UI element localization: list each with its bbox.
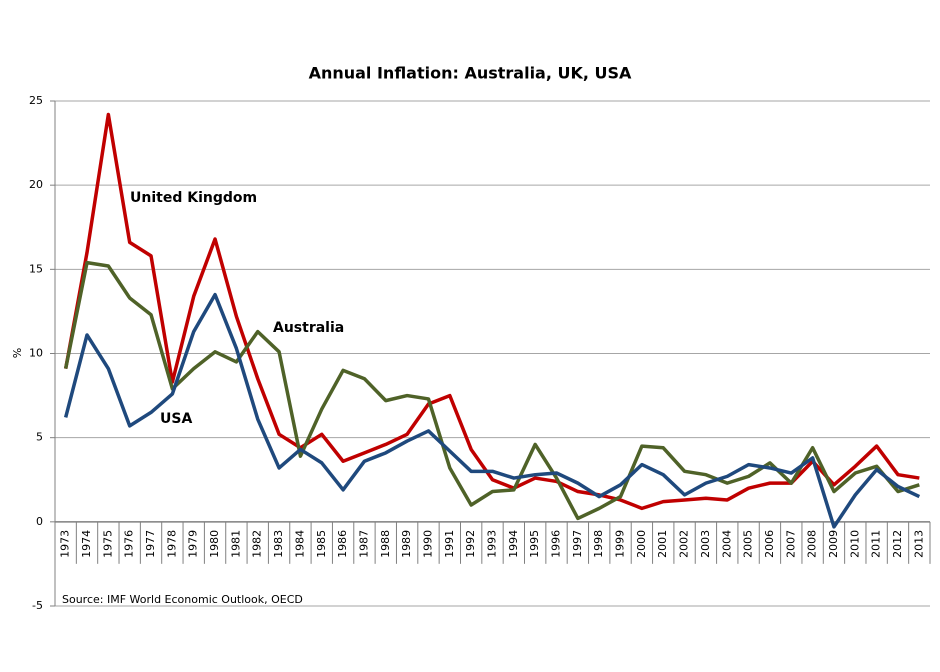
x-tick-label: 1979: [187, 530, 200, 558]
y-tick-label: 15: [29, 262, 43, 275]
y-tick-label: 25: [29, 94, 43, 107]
x-tick-label: 2009: [827, 530, 840, 558]
x-tick-label: 1978: [165, 530, 178, 558]
x-tick-label: 2001: [656, 530, 669, 558]
x-tick-label: 1974: [80, 530, 93, 558]
x-tick-label: 1984: [293, 530, 306, 558]
x-tick-label: 1976: [123, 530, 136, 558]
x-tick-label: 2012: [891, 530, 904, 558]
series-line: [63, 112, 920, 511]
x-tick-label: 1983: [272, 530, 285, 558]
x-tick-label: 2008: [806, 530, 819, 558]
x-tick-label: 2010: [848, 530, 861, 558]
x-tick-label: 1986: [336, 530, 349, 558]
y-tick-label: 20: [29, 178, 43, 191]
x-tick-label: 1977: [144, 530, 157, 558]
x-tick-label: 1998: [592, 530, 605, 558]
x-tick-label: 1989: [400, 530, 413, 558]
x-tick-label: 2000: [635, 530, 648, 558]
x-tick-label: 2005: [742, 530, 755, 558]
x-tick-label: 1999: [614, 530, 627, 558]
x-tick-label: 1997: [571, 530, 584, 558]
y-tick-label: 5: [36, 431, 43, 444]
x-tick-label: 1992: [464, 530, 477, 558]
x-tick-label: 1995: [528, 530, 541, 558]
x-tick-label: 1981: [229, 530, 242, 558]
source-note: Source: IMF World Economic Outlook, OECD: [62, 593, 303, 606]
x-tick-label: 1993: [486, 530, 499, 558]
x-tick-label: 2002: [678, 530, 691, 558]
x-tick-label: 2013: [912, 530, 925, 558]
x-tick-label: 1988: [379, 530, 392, 558]
x-tick-label: 1985: [315, 530, 328, 558]
x-tick-label: 1973: [59, 530, 72, 558]
x-tick-label: 2007: [784, 530, 797, 558]
x-tick-label: 1994: [507, 530, 520, 558]
x-tick-label: 2003: [699, 530, 712, 558]
x-tick-label: 1990: [421, 530, 434, 558]
series-label: Australia: [273, 320, 344, 336]
y-tick-label: 10: [29, 347, 43, 360]
series-line: [63, 292, 921, 529]
x-tick-label: 1982: [251, 530, 264, 558]
series-label: United Kingdom: [130, 190, 257, 206]
x-tick-label: 1987: [357, 530, 370, 558]
x-tick-label: 1980: [208, 530, 221, 558]
series-label: USA: [160, 411, 192, 427]
y-axis-label: %: [11, 348, 24, 358]
x-tick-label: 1991: [443, 530, 456, 558]
x-tick-label: 2011: [870, 530, 883, 558]
x-tick-label: 1996: [550, 530, 563, 558]
y-tick-label: 0: [36, 515, 43, 528]
chart-title: Annual Inflation: Australia, UK, USA: [309, 64, 632, 83]
x-tick-label: 1975: [101, 530, 114, 558]
x-tick-label: 2006: [763, 530, 776, 558]
x-tick-label: 2004: [720, 530, 733, 558]
y-tick-label: -5: [32, 599, 43, 612]
